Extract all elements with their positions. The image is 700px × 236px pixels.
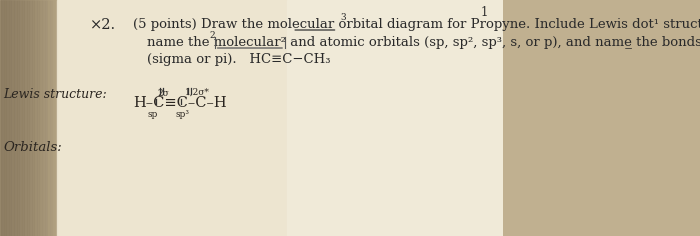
Text: ×2.: ×2.	[90, 18, 116, 32]
Bar	[0, 0, 115, 236]
Text: (sigma or pi).   HC≡C−CH₃: (sigma or pi). HC≡C−CH₃	[147, 53, 330, 66]
Bar	[33, 0, 34, 236]
Bar	[43, 0, 44, 236]
Bar	[54, 0, 55, 236]
Text: sp: sp	[147, 110, 158, 119]
Bar	[1, 0, 2, 236]
Bar	[38, 0, 39, 236]
Bar	[11, 0, 12, 236]
Bar	[34, 0, 35, 236]
Bar	[26, 0, 27, 236]
Bar	[45, 0, 46, 236]
Bar	[15, 0, 16, 236]
Bar	[27, 0, 28, 236]
Bar	[39, 0, 40, 236]
Bar	[4, 0, 5, 236]
Bar	[23, 0, 24, 236]
Bar	[41, 0, 43, 236]
Bar	[28, 0, 29, 236]
Bar	[30, 0, 31, 236]
Bar	[52, 0, 53, 236]
Bar	[20, 0, 21, 236]
Bar	[0, 0, 1, 236]
Text: sp³: sp³	[176, 110, 190, 119]
Bar	[5, 0, 6, 236]
Text: Orbitals:: Orbitals:	[4, 141, 62, 154]
Bar	[32, 0, 33, 236]
Bar	[22, 0, 23, 236]
Bar	[10, 0, 11, 236]
Bar	[287, 0, 503, 236]
Bar	[55, 0, 56, 236]
Text: 2σ: 2σ	[158, 89, 169, 98]
Text: 1,2σ*: 1,2σ*	[186, 88, 210, 97]
Text: 1: 1	[481, 6, 489, 19]
Bar	[35, 0, 36, 236]
Bar	[37, 0, 38, 236]
Bar	[3, 0, 4, 236]
Bar	[29, 0, 30, 236]
Bar	[16, 0, 17, 236]
Bar	[48, 0, 49, 236]
Bar	[56, 0, 57, 236]
Bar	[12, 0, 13, 236]
Bar	[40, 0, 41, 236]
Bar	[6, 0, 7, 236]
Text: Lewis structure:: Lewis structure:	[4, 88, 107, 101]
Text: 2: 2	[210, 31, 216, 40]
Bar	[18, 0, 19, 236]
Bar	[36, 0, 37, 236]
Text: 3: 3	[340, 13, 346, 22]
Bar	[50, 0, 51, 236]
Bar	[9, 0, 10, 236]
Bar	[53, 0, 54, 236]
Text: (5 points) Draw the molecular orbital diagram for Propyne. Include Lewis dot¹ st: (5 points) Draw the molecular orbital di…	[133, 18, 700, 31]
Bar	[46, 0, 47, 236]
Bar	[47, 0, 48, 236]
Bar	[17, 0, 18, 236]
Bar	[51, 0, 52, 236]
Bar	[21, 0, 22, 236]
Text: H–C≡C–C–H: H–C≡C–C–H	[133, 96, 227, 110]
Bar	[7, 0, 8, 236]
Bar	[49, 0, 50, 236]
Bar	[19, 0, 20, 236]
Bar	[44, 0, 45, 236]
Bar	[2, 0, 3, 236]
Text: name the molecular² and atomic orbitals (sp, sp², sp³, s, or p), and name̲ the b: name the molecular² and atomic orbitals …	[147, 36, 700, 49]
Bar	[25, 0, 26, 236]
Bar	[8, 0, 9, 236]
Bar	[57, 0, 503, 236]
Bar	[13, 0, 15, 236]
